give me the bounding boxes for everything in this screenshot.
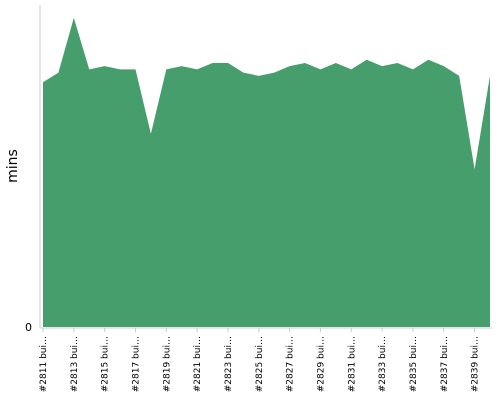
x-tick-label: #2821 bui… [193,336,203,392]
x-tick-label: #2839 bui… [471,336,481,392]
x-tick-label: #2819 bui… [162,336,172,392]
x-tick-label: #2831 bui… [347,336,357,392]
x-tick-label: #2817 bui… [131,336,141,392]
x-tick-label: #2811 bui… [39,336,49,392]
x-tick-label: #2825 bui… [255,336,265,392]
x-tick-label: #2827 bui… [286,336,296,392]
x-tick-label: #2833 bui… [378,336,388,392]
x-tick-label: #2813 bui… [70,336,80,392]
x-tick-label: #2823 bui… [224,336,234,392]
y-tick-label: 0 [25,321,32,334]
x-tick-label: #2835 bui… [409,336,419,392]
y-axis-label: mins [5,149,21,183]
area [43,17,490,327]
x-tick-label: #2837 bui… [440,336,450,392]
x-tick-label: #2815 bui… [101,336,111,392]
x-tick-label: #2829 bui… [316,336,326,392]
